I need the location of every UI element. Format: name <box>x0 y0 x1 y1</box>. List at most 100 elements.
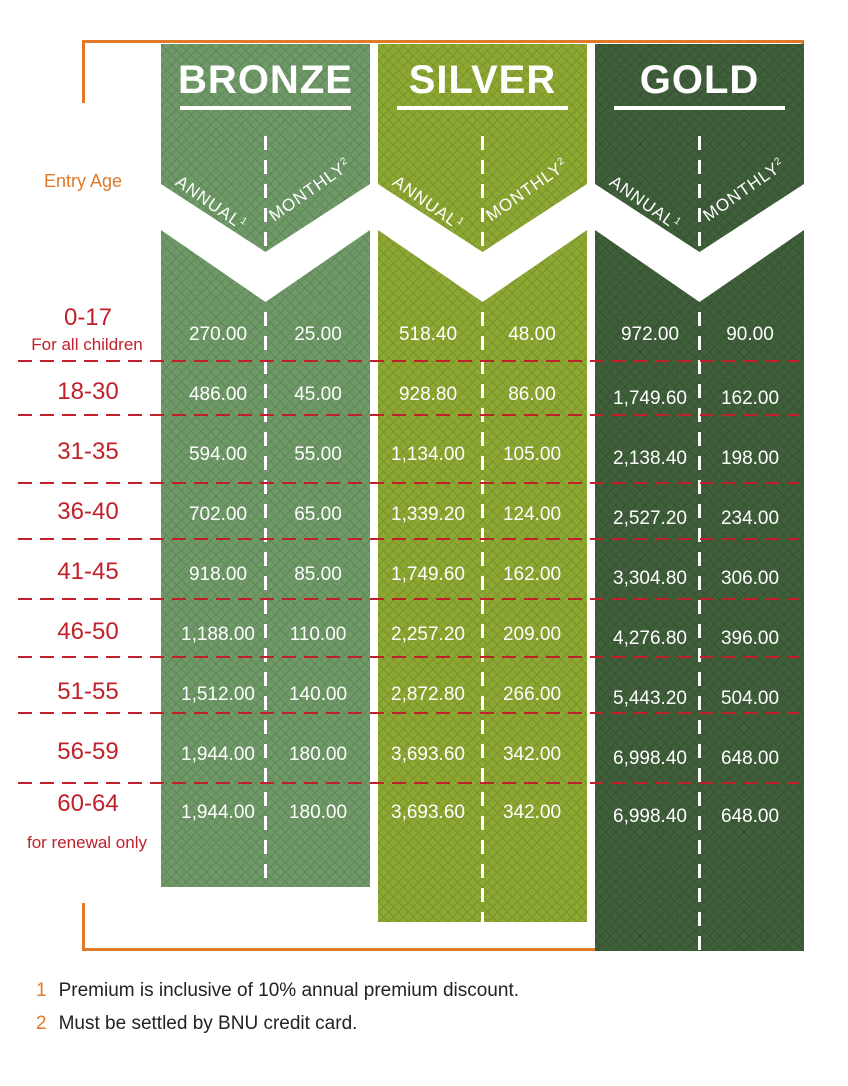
column-divider <box>697 136 701 248</box>
frame-left-border-lower <box>82 903 85 951</box>
entry-age-note: For all children <box>31 335 143 354</box>
entry-age-range: 46-50 <box>57 618 119 645</box>
annual-premium-cell: 3,693.60 <box>391 744 465 765</box>
monthly-premium-cell: 342.00 <box>502 802 562 823</box>
annual-premium-cell: 702.00 <box>188 504 248 525</box>
annual-premium-cell: 1,188.00 <box>181 624 255 645</box>
column-divider <box>480 312 484 922</box>
annual-premium-cell: 1,749.60 <box>613 388 687 409</box>
entry-age-range: 41-45 <box>57 558 119 585</box>
monthly-premium-cell: 110.00 <box>289 624 347 645</box>
frame-top-border <box>82 40 804 43</box>
annual-premium-cell: 1,944.00 <box>181 802 255 823</box>
monthly-premium-cell: 162.00 <box>502 564 562 585</box>
annual-premium-cell: 972.00 <box>620 324 680 345</box>
annual-premium-cell: 2,257.20 <box>391 624 465 645</box>
monthly-premium-cell: 342.00 <box>502 744 562 765</box>
tier-chevron <box>161 184 370 302</box>
annual-premium-cell: 918.00 <box>188 564 248 585</box>
monthly-premium-cell: 306.00 <box>720 568 780 589</box>
annual-premium-cell: 594.00 <box>188 444 248 465</box>
footnote-2: 2 Must be settled by BNU credit card. <box>36 1013 357 1035</box>
column-divider <box>480 136 484 248</box>
annual-premium-cell: 1,944.00 <box>181 744 255 765</box>
row-separator <box>18 782 800 784</box>
tier-title: SILVER <box>408 58 557 102</box>
row-separator <box>18 712 800 714</box>
monthly-premium-cell: 90.00 <box>726 324 774 345</box>
tier-column-gold: GOLD ANNUAL1 MONTHLY2 <box>595 44 804 951</box>
annual-premium-cell: 1,134.00 <box>391 444 465 465</box>
annual-premium-cell: 3,304.80 <box>613 568 687 589</box>
monthly-premium-cell: 48.00 <box>508 324 556 345</box>
tier-chevron <box>595 184 804 302</box>
tier-title: BRONZE <box>178 58 353 102</box>
monthly-premium-cell: 124.00 <box>502 504 562 525</box>
tier-column-bronze: BRONZE ANNUAL1 MONTHLY2 <box>161 44 370 887</box>
footnote-number: 2 <box>36 1013 47 1034</box>
annual-premium-cell: 6,998.40 <box>613 748 687 769</box>
row-separator <box>18 656 800 658</box>
annual-premium-cell: 928.80 <box>398 384 458 405</box>
annual-premium-cell: 270.00 <box>188 324 248 345</box>
entry-age-range: 18-30 <box>57 378 119 405</box>
monthly-premium-cell: 25.00 <box>294 324 342 345</box>
footnote-1: 1 Premium is inclusive of 10% annual prem… <box>36 980 519 1002</box>
column-divider <box>697 312 701 951</box>
row-separator <box>18 538 800 540</box>
tier-title: GOLD <box>639 58 760 102</box>
annual-premium-cell: 486.00 <box>188 384 248 405</box>
monthly-premium-cell: 180.00 <box>288 802 348 823</box>
tier-chevron <box>378 184 587 302</box>
entry-age-label: Entry Age <box>44 171 123 191</box>
monthly-premium-cell: 65.00 <box>294 504 342 525</box>
annual-premium-cell: 2,872.80 <box>391 684 465 705</box>
monthly-premium-cell: 105.00 <box>502 444 562 465</box>
entry-age-range: 51-55 <box>57 678 119 705</box>
monthly-premium-cell: 180.00 <box>288 744 348 765</box>
annual-premium-cell: 3,693.60 <box>391 802 465 823</box>
monthly-premium-cell: 162.00 <box>720 388 780 409</box>
monthly-premium-cell: 85.00 <box>294 564 342 585</box>
annual-premium-cell: 1,339.20 <box>391 504 465 525</box>
column-divider <box>263 136 267 248</box>
frame-left-border <box>82 40 85 103</box>
monthly-premium-cell: 648.00 <box>720 748 780 769</box>
monthly-premium-cell: 396.00 <box>720 628 780 649</box>
monthly-premium-cell: 266.00 <box>502 684 562 705</box>
row-separator <box>18 414 800 416</box>
entry-age-range: 0-17 <box>63 304 113 331</box>
annual-premium-cell: 4,276.80 <box>613 628 687 649</box>
annual-premium-cell: 5,443.20 <box>613 688 687 709</box>
footnote-number: 1 <box>36 980 47 1001</box>
tier-title-underline <box>180 106 351 110</box>
annual-premium-cell: 2,527.20 <box>613 508 687 529</box>
annual-premium-cell: 6,998.40 <box>613 806 687 827</box>
entry-age-range: 36-40 <box>57 498 119 525</box>
entry-age-range: 60-64 <box>57 790 119 817</box>
annual-premium-cell: 518.40 <box>398 324 458 345</box>
entry-age-note: for renewal only <box>26 833 147 852</box>
row-separator <box>18 598 800 600</box>
monthly-premium-cell: 55.00 <box>294 444 342 465</box>
monthly-premium-cell: 86.00 <box>508 384 556 405</box>
entry-age-range: 31-35 <box>57 438 119 465</box>
annual-premium-cell: 1,749.60 <box>391 564 465 585</box>
monthly-premium-cell: 648.00 <box>720 806 780 827</box>
tier-title-underline <box>397 106 568 110</box>
monthly-premium-cell: 234.00 <box>720 508 780 529</box>
monthly-premium-cell: 209.00 <box>502 624 562 645</box>
monthly-premium-cell: 198.00 <box>720 448 780 469</box>
tier-title-underline <box>614 106 785 110</box>
monthly-premium-cell: 140.00 <box>288 684 348 705</box>
footnote-text: Must be settled by BNU credit card. <box>58 1013 358 1034</box>
frame-bottom-border <box>82 948 804 951</box>
annual-premium-cell: 1,512.00 <box>181 684 255 705</box>
row-separator <box>18 360 800 362</box>
annual-premium-cell: 2,138.40 <box>613 448 687 469</box>
monthly-premium-cell: 45.00 <box>294 384 342 405</box>
footnote-text: Premium is inclusive of 10% annual premi… <box>58 980 520 1001</box>
monthly-premium-cell: 504.00 <box>720 688 780 709</box>
row-separator <box>18 482 800 484</box>
entry-age-range: 56-59 <box>57 738 119 765</box>
